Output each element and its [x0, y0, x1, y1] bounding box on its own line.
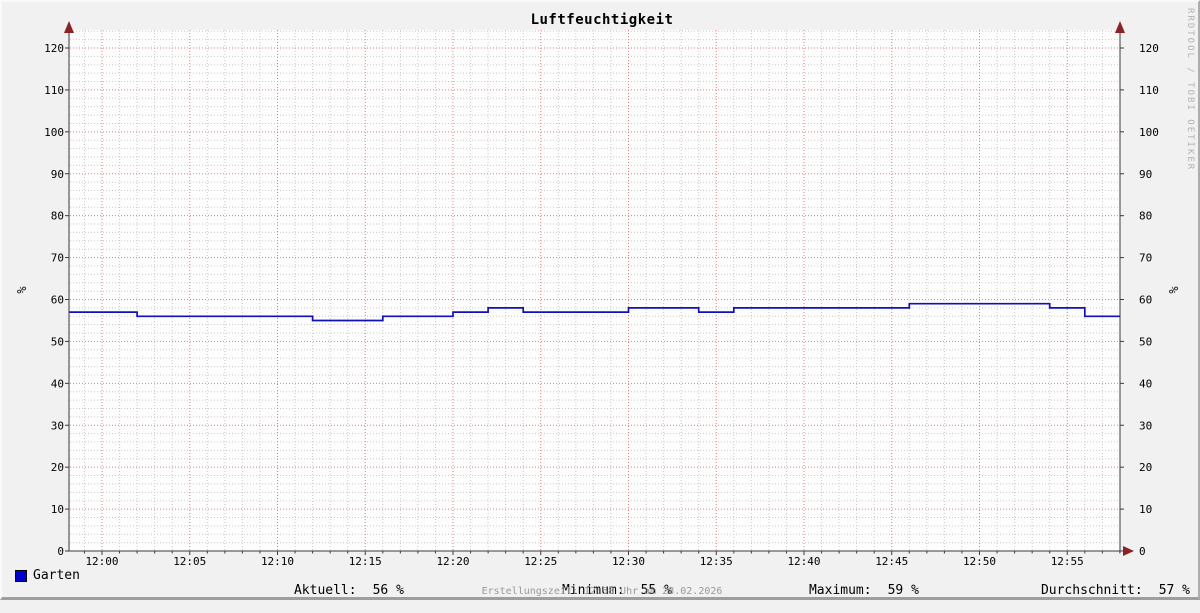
stat-minimum: Minimum: 55 % [515, 568, 672, 613]
svg-text:12:15: 12:15 [349, 555, 382, 568]
svg-text:40: 40 [1139, 377, 1152, 390]
y-tick-labels: 0 0 10 10 20 20 30 30 40 40 50 50 60 60 70 70 80 80 90 90 10… [44, 42, 1159, 558]
legend-item-garten: Garten [15, 568, 80, 583]
svg-text:90: 90 [1139, 168, 1152, 181]
svg-text:10: 10 [1139, 503, 1152, 516]
svg-text:12:50: 12:50 [963, 555, 996, 568]
svg-text:110: 110 [44, 84, 64, 97]
svg-text:50: 50 [51, 335, 64, 348]
stat-durchschnitt-label: Durchschnitt: [1040, 583, 1143, 598]
svg-text:10: 10 [51, 503, 64, 516]
svg-text:%: % [1167, 286, 1181, 294]
svg-text:12:25: 12:25 [524, 555, 557, 568]
stat-aktuell-label: Aktuell: [293, 583, 357, 598]
stat-maximum-label: Maximum: [808, 583, 872, 598]
graph-frame: Luftfeuchtigkeit RRDTOOL / TOBI OETIKER … [0, 0, 1200, 600]
y-axis-unit-labels: %% [15, 286, 1181, 294]
rrdtool-watermark: RRDTOOL / TOBI OETIKER [1185, 8, 1195, 172]
minor-grid [70, 30, 1119, 550]
svg-text:12:20: 12:20 [436, 555, 469, 568]
svg-text:%: % [15, 286, 29, 294]
axes [68, 29, 1123, 552]
svg-text:60: 60 [1139, 294, 1152, 307]
stat-aktuell: Aktuell: 56 % [247, 568, 404, 613]
svg-text:40: 40 [51, 377, 64, 390]
svg-text:80: 80 [1139, 210, 1152, 223]
svg-text:20: 20 [51, 461, 64, 474]
svg-text:12:05: 12:05 [173, 555, 206, 568]
stat-durchschnitt: Durchschnitt: 57 % [994, 568, 1190, 613]
svg-text:0: 0 [1139, 545, 1146, 558]
stat-aktuell-value: 56 % [372, 583, 404, 598]
svg-text:70: 70 [51, 252, 64, 265]
major-grid [70, 30, 1119, 550]
svg-text:60: 60 [51, 294, 64, 307]
svg-text:12:30: 12:30 [612, 555, 645, 568]
svg-text:12:55: 12:55 [1051, 555, 1084, 568]
stat-minimum-label: Minimum: [561, 583, 625, 598]
stat-minimum-value: 55 % [640, 583, 672, 598]
svg-text:70: 70 [1139, 252, 1152, 265]
stat-durchschnitt-value: 57 % [1158, 583, 1190, 598]
svg-text:0: 0 [57, 545, 64, 558]
plot-canvas [70, 30, 1120, 551]
svg-text:90: 90 [51, 168, 64, 181]
svg-text:100: 100 [44, 126, 64, 139]
svg-text:12:40: 12:40 [787, 555, 820, 568]
svg-text:100: 100 [1139, 126, 1159, 139]
series-color-swatch [15, 569, 27, 582]
svg-text:80: 80 [51, 210, 64, 223]
svg-text:110: 110 [1139, 84, 1159, 97]
chart-title: Luftfeuchtigkeit [530, 12, 674, 28]
series-line-garten [69, 302, 1120, 322]
svg-text:120: 120 [1139, 42, 1159, 55]
svg-text:120: 120 [44, 42, 64, 55]
axis-arrows [64, 21, 1134, 556]
svg-text:12:45: 12:45 [875, 555, 908, 568]
series-label: Garten [33, 568, 80, 583]
stat-maximum: Maximum: 59 % [762, 568, 919, 613]
svg-text:50: 50 [1139, 335, 1152, 348]
svg-text:12:10: 12:10 [261, 555, 294, 568]
stat-maximum-value: 59 % [887, 583, 919, 598]
creation-timestamp: Erstellungszeit: 12:58 Uhr am 28.02.2026 [481, 586, 723, 597]
svg-text:30: 30 [51, 419, 64, 432]
axis-ticks [65, 47, 1124, 555]
svg-text:30: 30 [1139, 419, 1152, 432]
svg-text:20: 20 [1139, 461, 1152, 474]
svg-text:12:00: 12:00 [85, 555, 118, 568]
legend-row: Garten Aktuell: 56 % Minimum: 55 % Maximum… [2, 568, 1200, 598]
humidity-chart-canvas: 12:00 12:05 12:10 12:15 12:20 12:25 12:30 12:35… [15, 21, 1181, 568]
x-tick-labels: 12:00 12:05 12:10 12:15 12:20 12:25 12:30 12:35… [85, 555, 1083, 568]
svg-text:12:35: 12:35 [700, 555, 733, 568]
